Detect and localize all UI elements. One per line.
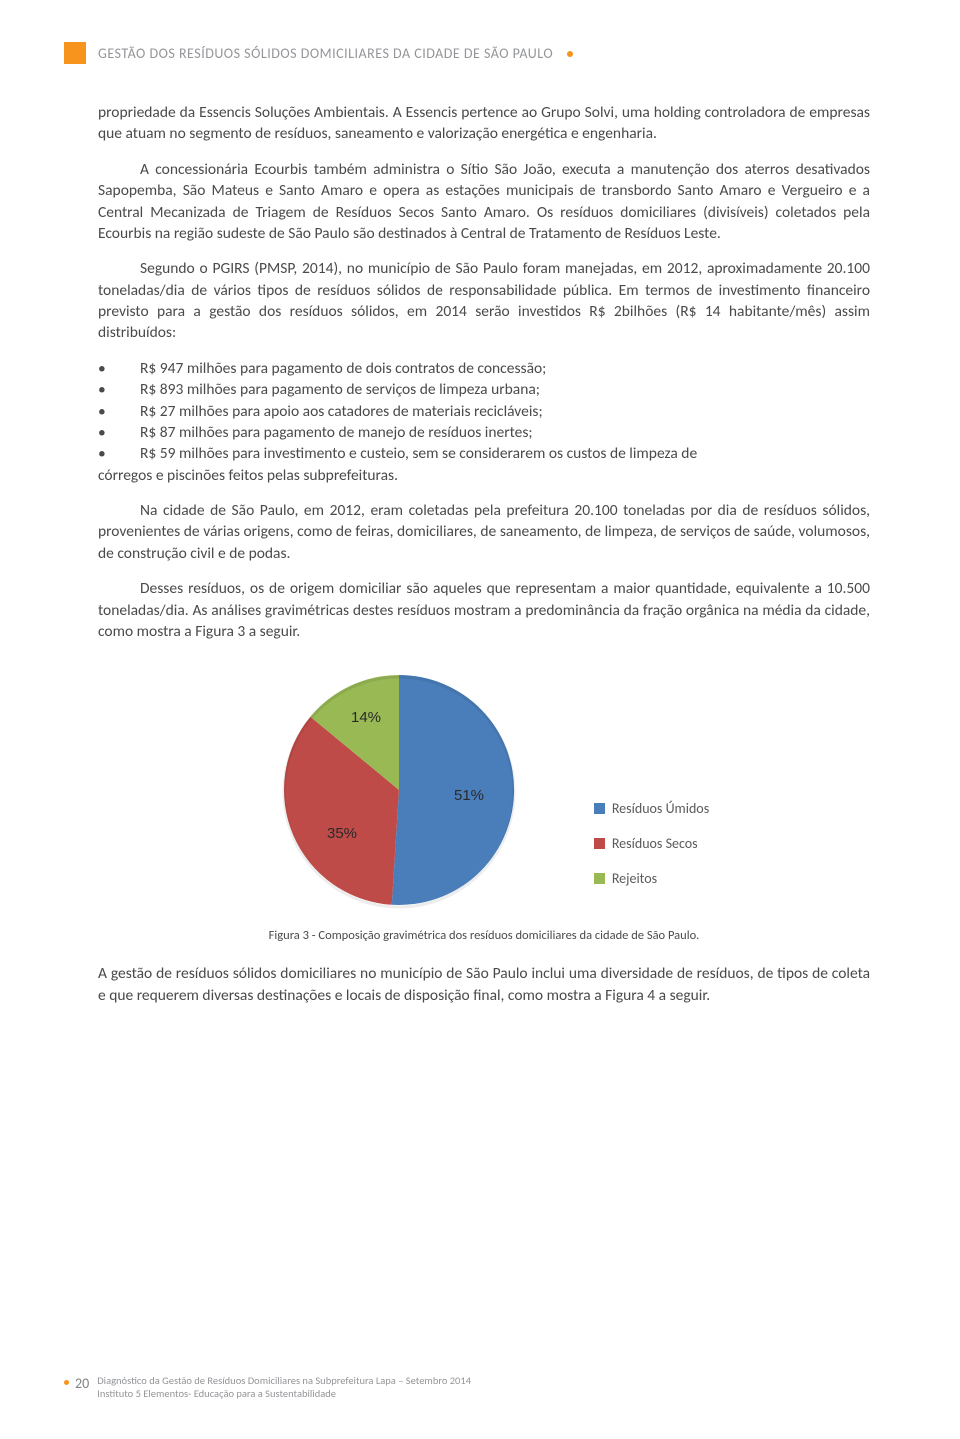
header-title-text: GESTÃO DOS RESÍDUOS SÓLIDOS DOMICILIARES…	[98, 45, 553, 62]
footer-line2: Instituto 5 Elementos- Educação para a S…	[97, 1387, 471, 1401]
figure-caption: Figura 3 - Composição gravimétrica dos r…	[98, 928, 870, 943]
bullet-tail: córregos e piscinões feitos pelas subpre…	[98, 465, 870, 486]
legend-label: Resíduos Secos	[612, 835, 698, 852]
footer-text: Diagnóstico da Gestão de Resíduos Domici…	[97, 1374, 471, 1401]
pie-label-51: 51%	[454, 787, 484, 804]
bullet-text: R$ 59 milhões para investimento e custei…	[140, 443, 870, 464]
bullet-text: R$ 947 milhões para pagamento de dois co…	[140, 358, 870, 379]
bullet-item: • R$ 87 milhões para pagamento de manejo…	[98, 422, 870, 443]
legend-swatch-icon	[594, 838, 605, 849]
legend-item-rejeitos: Rejeitos	[594, 870, 709, 887]
legend-label: Resíduos Úmidos	[612, 800, 709, 817]
legend-swatch-icon	[594, 873, 605, 884]
page-footer: 20 Diagnóstico da Gestão de Resíduos Dom…	[64, 1374, 471, 1401]
bullet-mark-icon: •	[98, 443, 140, 464]
bullet-list: • R$ 947 milhões para pagamento de dois …	[98, 358, 870, 486]
bullet-item: • R$ 947 milhões para pagamento de dois …	[98, 358, 870, 379]
bullet-text: R$ 27 milhões para apoio aos catadores d…	[140, 401, 870, 422]
header-accent-bar	[64, 42, 86, 64]
bullet-item: • R$ 893 milhões para pagamento de servi…	[98, 379, 870, 400]
paragraph-6: A gestão de resíduos sólidos domiciliare…	[98, 963, 870, 1006]
paragraph-5: Desses resíduos, os de origem domiciliar…	[98, 578, 870, 642]
header-dot-icon	[567, 51, 573, 57]
pie-chart-svg: 51% 35% 14%	[259, 660, 539, 920]
pie-label-14: 14%	[351, 709, 381, 726]
bullet-mark-icon: •	[98, 358, 140, 379]
paragraph-4: Na cidade de São Paulo, em 2012, eram co…	[98, 500, 870, 564]
page-number: 20	[75, 1375, 89, 1392]
chart-legend: Resíduos Úmidos Resíduos Secos Rejeitos	[594, 800, 709, 905]
footer-line1: Diagnóstico da Gestão de Resíduos Domici…	[97, 1374, 471, 1388]
legend-item-secos: Resíduos Secos	[594, 835, 709, 852]
paragraph-1: propriedade da Essencis Soluções Ambient…	[98, 102, 870, 145]
pie-label-35: 35%	[327, 825, 357, 842]
bullet-mark-icon: •	[98, 379, 140, 400]
paragraph-3: Segundo o PGIRS (PMSP, 2014), no municíp…	[98, 258, 870, 344]
bullet-text: R$ 87 milhões para pagamento de manejo d…	[140, 422, 870, 443]
pie-chart: 51% 35% 14% Resíduos Úmidos Resíduos Sec…	[98, 660, 870, 920]
legend-swatch-icon	[594, 803, 605, 814]
bullet-item: • R$ 59 milhões para investimento e cust…	[98, 443, 870, 464]
legend-label: Rejeitos	[612, 870, 657, 887]
page-header: GESTÃO DOS RESÍDUOS SÓLIDOS DOMICILIARES…	[98, 42, 870, 64]
header-title: GESTÃO DOS RESÍDUOS SÓLIDOS DOMICILIARES…	[98, 45, 573, 62]
bullet-item: • R$ 27 milhões para apoio aos catadores…	[98, 401, 870, 422]
legend-item-umidos: Resíduos Úmidos	[594, 800, 709, 817]
bullet-mark-icon: •	[98, 401, 140, 422]
paragraph-2: A concessionária Ecourbis também adminis…	[98, 159, 870, 245]
footer-dot-icon	[64, 1380, 69, 1385]
bullet-mark-icon: •	[98, 422, 140, 443]
pie-slice-umidos	[392, 675, 514, 905]
bullet-text: R$ 893 milhões para pagamento de serviço…	[140, 379, 870, 400]
